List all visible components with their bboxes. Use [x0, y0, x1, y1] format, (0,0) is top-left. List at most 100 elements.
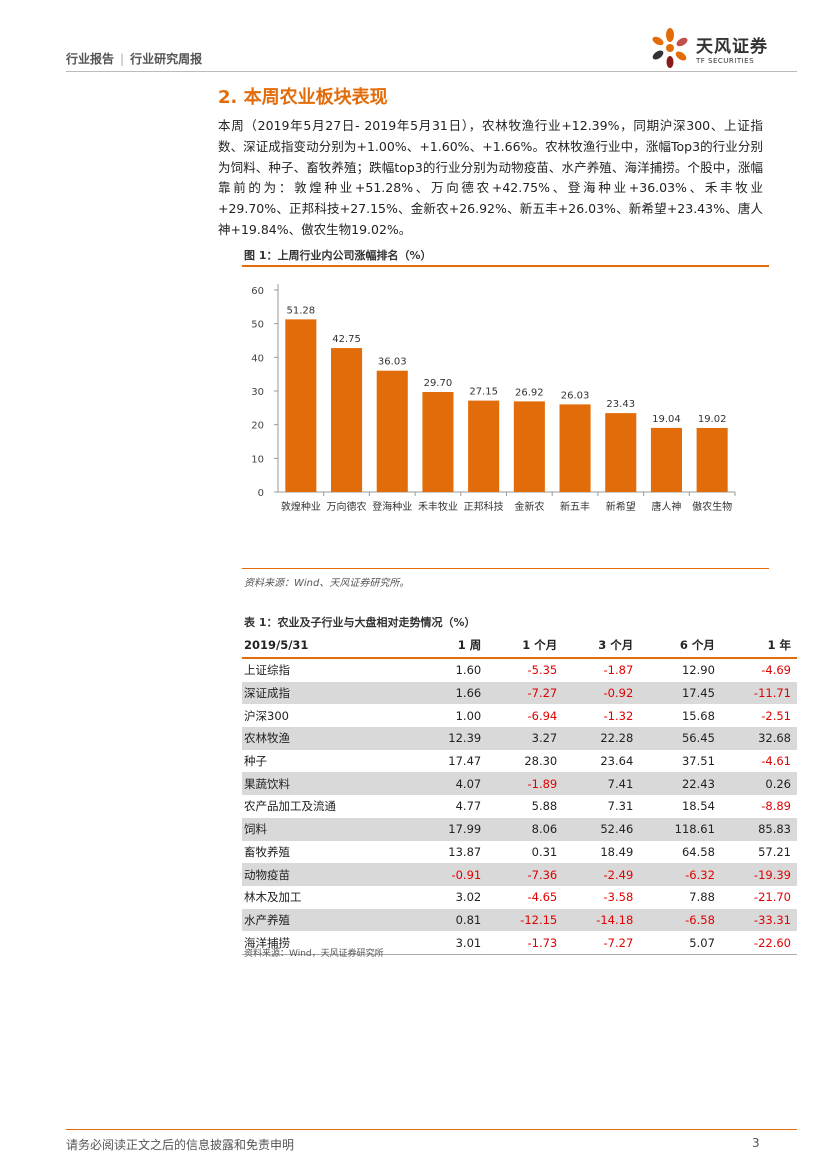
chart-bars: [285, 319, 728, 492]
table-cell: -1.32: [603, 708, 634, 723]
table-cell: 4.07: [418, 772, 488, 796]
table-cell: -0.91: [418, 863, 488, 886]
y-tick-label: 10: [251, 454, 264, 465]
table-cell: -14.18: [563, 908, 640, 932]
table-row: 上证综指 1.60 -5.35 -1.87 12.90 -4.69: [242, 658, 797, 682]
table-cell: -1.87: [603, 663, 634, 678]
brand-sub: TF SECURITIES: [696, 57, 755, 65]
data-label: 42.75: [332, 334, 361, 345]
table-cell: 23.64: [600, 754, 634, 769]
table-cell: -7.27: [563, 931, 640, 955]
y-tick-label: 60: [251, 286, 264, 297]
x-tick-label: 正邦科技: [464, 500, 504, 513]
report-type: 行业报告: [66, 52, 115, 66]
bar-10: [696, 427, 728, 492]
col-6m: 6 个月: [639, 633, 721, 659]
table-cell: -12.15: [487, 908, 564, 932]
table-cell: 1.66: [418, 681, 488, 705]
data-label: 26.92: [515, 387, 544, 398]
table-cell: -7.36: [487, 863, 564, 886]
row-label: 动物疫苗: [242, 863, 419, 886]
row-label: 水产养殖: [242, 908, 419, 932]
table-row: 深证成指 1.66 -7.27 -0.92 17.45 -11.71: [242, 681, 797, 705]
table-cell: -4.69: [761, 663, 791, 678]
table-cell: 0.26: [720, 772, 797, 796]
figure-title: 图 1：上周行业内公司涨幅排名（%）: [244, 249, 432, 262]
bar-4: [422, 392, 454, 492]
table-title: 表 1：农业及子行业与大盘相对走势情况（%）: [244, 616, 476, 629]
row-label: 上证综指: [244, 663, 290, 678]
figure-top-rule: [242, 265, 769, 267]
data-label: 23.43: [606, 399, 635, 410]
table-cell: -7.27: [487, 681, 564, 705]
x-tick-label: 登海种业: [372, 500, 412, 513]
table-row: 海洋捕捞 3.01 -1.73 -7.27 5.07 -22.60: [242, 931, 797, 955]
row-label: 饲料: [242, 817, 419, 841]
table-cell: -2.51: [761, 708, 791, 723]
table-cell: 85.83: [720, 817, 797, 841]
table-cell: 52.46: [563, 817, 640, 841]
table-cell: 12.90: [681, 663, 715, 678]
row-label: 果蔬饮料: [242, 772, 419, 796]
table-row: 农林牧渔 12.39 3.27 22.28 56.45 32.68: [242, 727, 797, 750]
bar-chart: 51.28 42.75 36.03 29.70 27.15 26.92 26.03 23.43…: [251, 284, 736, 513]
table-cell: -4.65: [527, 890, 558, 905]
row-label: 种子: [244, 754, 267, 769]
col-1y: 1 年: [720, 633, 797, 659]
y-tick-label: 0: [258, 488, 264, 499]
figure-source: 资料来源：Wind、天风证券研究所。: [244, 578, 410, 589]
table-cell: 64.58: [681, 844, 715, 859]
data-label: 51.28: [287, 305, 316, 316]
table-cell: 17.99: [418, 817, 488, 841]
table-cell: 37.51: [681, 754, 715, 769]
row-label: 海洋捕捞: [242, 931, 419, 955]
table-cell: 15.68: [681, 708, 715, 723]
col-date: 2019/5/31: [242, 633, 419, 659]
table-cell: 22.43: [639, 772, 721, 796]
x-tick-label: 万向德农: [327, 500, 367, 513]
row-label: 深证成指: [242, 681, 419, 705]
table-cell: 7.88: [689, 890, 715, 905]
row-label: 畜牧养殖: [244, 844, 290, 859]
table-cell: -4.61: [761, 754, 791, 769]
table-row: 林木及加工 3.02 -4.65 -3.58 7.88 -21.70: [242, 886, 797, 909]
table-cell: 1.00: [455, 708, 482, 723]
table-cell: 18.49: [600, 844, 634, 859]
table-row: 沪深300 1.00 -6.94 -1.32 15.68 -2.51: [242, 704, 797, 727]
table-cell: 118.61: [639, 817, 721, 841]
row-label: 沪深300: [244, 708, 289, 723]
table-cell: -1.89: [487, 772, 564, 796]
table-row: 饲料 17.99 8.06 52.46 118.61 85.83: [242, 817, 797, 841]
table-cell: 3.27: [487, 727, 564, 750]
table-cell: -5.35: [527, 663, 558, 678]
x-tick-label: 敦煌种业: [281, 500, 321, 513]
bar-1: [285, 319, 317, 492]
x-tick-label: 新五丰: [560, 500, 590, 513]
report-subtype: 行业研究周报: [130, 52, 203, 66]
footer-disclaimer: 请务必阅读正文之后的信息披露和免责申明: [66, 1138, 295, 1152]
table-cell: -6.58: [639, 908, 721, 932]
bar-5: [468, 400, 500, 492]
bar-6: [513, 401, 545, 492]
col-1m: 1 个月: [487, 633, 564, 659]
table-cell: 17.47: [448, 754, 482, 769]
data-label: 29.70: [424, 378, 453, 389]
col-1w: 1 周: [418, 633, 488, 659]
x-tick-label: 金新农: [514, 500, 544, 513]
table-cell: 7.31: [607, 799, 634, 814]
data-label: 26.03: [561, 390, 590, 401]
table-cell: 22.28: [563, 727, 640, 750]
performance-table: 2019/5/31 1 周 1 个月 3 个月 6 个月 1 年 上证综指 1.6…: [242, 633, 797, 955]
report-header: 行业报告 | 行业研究周报: [66, 50, 202, 67]
table-row: 种子 17.47 28.30 23.64 37.51 -4.61: [242, 750, 797, 773]
table-cell: 3.01: [418, 931, 488, 955]
table-cell: -6.94: [527, 708, 558, 723]
header-divider: [66, 71, 797, 72]
table-cell: 18.54: [681, 799, 715, 814]
table-cell: 7.41: [563, 772, 640, 796]
table-cell: -11.71: [720, 681, 797, 705]
table-cell: 12.39: [418, 727, 488, 750]
data-label: 36.03: [378, 357, 407, 368]
table-cell: -3.58: [603, 890, 634, 905]
chart-data-labels: 51.28 42.75 36.03 29.70 27.15 26.92 26.03 23.43…: [287, 305, 727, 425]
